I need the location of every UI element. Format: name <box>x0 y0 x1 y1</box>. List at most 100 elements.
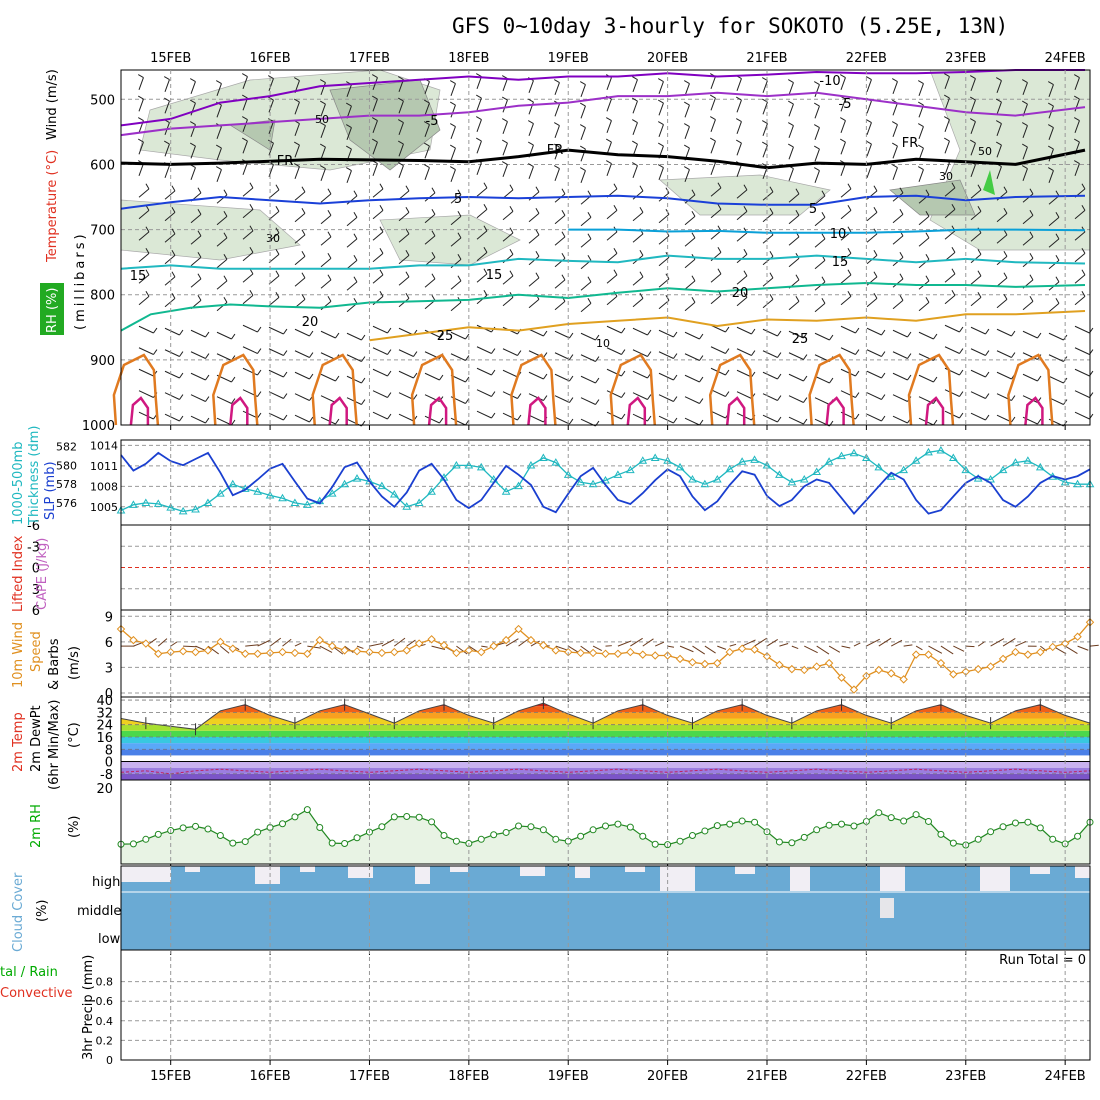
wind-barb <box>476 389 492 397</box>
wind-barb-flag <box>631 76 638 81</box>
wind-barb <box>632 79 638 92</box>
wind-barb-flag <box>309 416 314 423</box>
wind-barb <box>788 215 800 225</box>
wind-speed-point <box>899 675 908 684</box>
wind-barb-flag <box>951 268 956 275</box>
thickness-point <box>551 458 561 466</box>
wind-barb <box>710 162 716 175</box>
wind-barb-flag <box>345 167 352 171</box>
wind-barb <box>216 147 222 161</box>
wind-barb-flag <box>795 274 800 281</box>
thickness-point <box>899 465 909 474</box>
wind-barb-flag <box>189 99 196 104</box>
wind-barb-flag <box>899 251 904 258</box>
wind-barb <box>528 328 544 337</box>
wind-barb-flag <box>293 163 300 167</box>
wind-barb-flag <box>527 120 534 125</box>
wind-barb <box>372 274 384 284</box>
wind-barb-flag <box>647 415 652 422</box>
lifted-tick: 6 <box>32 604 40 619</box>
wind-barb-flag <box>751 328 756 335</box>
wind-speed-point <box>613 649 623 658</box>
rh2m-point <box>925 817 932 825</box>
wind-barb-flag <box>1003 272 1008 279</box>
thickness-point <box>837 451 846 460</box>
wind-barb <box>398 212 410 222</box>
wind-barb-flag <box>813 124 820 129</box>
wind-barb-flag <box>371 138 378 143</box>
wind-barb <box>528 123 534 136</box>
wind-barb <box>788 352 804 360</box>
thickness-point <box>576 477 586 486</box>
wind-barb-flag <box>1047 102 1054 107</box>
wind-barb-flag <box>145 226 150 233</box>
wind-barb-flag <box>787 122 794 127</box>
wind-barb-flag <box>335 375 340 382</box>
thickness-point <box>290 498 300 506</box>
wind-barb <box>138 296 150 306</box>
wind-barb <box>632 392 648 400</box>
wind-barb <box>840 390 856 398</box>
wind-barb-flag <box>579 102 586 107</box>
wind-barb-flag <box>371 74 378 79</box>
wind-barb-flag <box>223 253 228 260</box>
date-tick-top: 20FEB <box>647 51 688 66</box>
isotherm-30 <box>907 353 955 426</box>
wind-barb <box>684 216 696 226</box>
wind-barb <box>398 122 404 135</box>
wind-barb <box>866 143 872 157</box>
wind-barb-flag <box>137 117 144 122</box>
thickness-point <box>675 462 685 471</box>
wind-barb <box>866 349 882 357</box>
wind-barb-flag <box>839 117 846 122</box>
wind-barb-flag <box>345 124 352 129</box>
wind-barb <box>320 82 326 95</box>
wind-barb <box>1022 352 1038 360</box>
wind-barb-flag <box>137 138 144 143</box>
wind-barb <box>788 103 794 117</box>
wind-barb <box>320 279 332 289</box>
wind-barb-flag <box>465 355 470 361</box>
wind-barb <box>190 278 202 288</box>
wind-barb <box>762 371 778 380</box>
wind-barb <box>892 351 908 359</box>
temp-band <box>121 749 1090 756</box>
contour-label: 5 <box>809 202 817 217</box>
thickness-point <box>924 447 933 456</box>
wind-barb <box>840 98 846 112</box>
lifted-index-panel: -6 -3 0 3 6 <box>27 519 1091 619</box>
wind10m-barb <box>530 640 540 647</box>
wind-barb-flag <box>769 250 774 257</box>
wind-barb <box>424 235 436 245</box>
wind-barb <box>996 213 1008 223</box>
wind-barb-flag <box>319 165 326 169</box>
wind-barb-flag <box>171 228 176 235</box>
wind-barb-flag <box>405 249 410 256</box>
wind-speed-point <box>688 658 697 667</box>
wind-barb-flag <box>275 227 280 234</box>
wind-barb <box>866 370 882 379</box>
wind-barb <box>814 127 820 140</box>
wind-barb <box>346 195 358 205</box>
wind-barb <box>320 258 332 268</box>
thickness-line <box>120 449 1090 513</box>
cross-section-panel: 500 600 700 800 900 1000 -10 -5 -5 FR FR FR 5 5 10 15 15… <box>82 69 1094 434</box>
wind-barb <box>372 210 384 220</box>
wind-barb <box>918 374 934 383</box>
wind10m-barb <box>381 638 395 647</box>
wind-barb <box>1074 163 1080 176</box>
wind-barb <box>996 277 1008 287</box>
lifted-index-label: Lifted Index <box>11 535 26 612</box>
wind10m-barb <box>1015 640 1027 647</box>
wind-barb <box>268 297 280 307</box>
wind-barb-flag <box>613 269 618 276</box>
wind-barb <box>1074 231 1086 241</box>
wind-barb-flag <box>387 413 392 420</box>
wind-barb <box>476 97 482 111</box>
wind-barb-flag <box>379 290 384 297</box>
isotherm-30 <box>112 353 160 426</box>
wind-barb-flag <box>215 144 222 149</box>
wind-barb-flag <box>777 330 782 337</box>
wind-barb-flag <box>569 375 574 382</box>
wind-barb-flag <box>1073 138 1080 143</box>
